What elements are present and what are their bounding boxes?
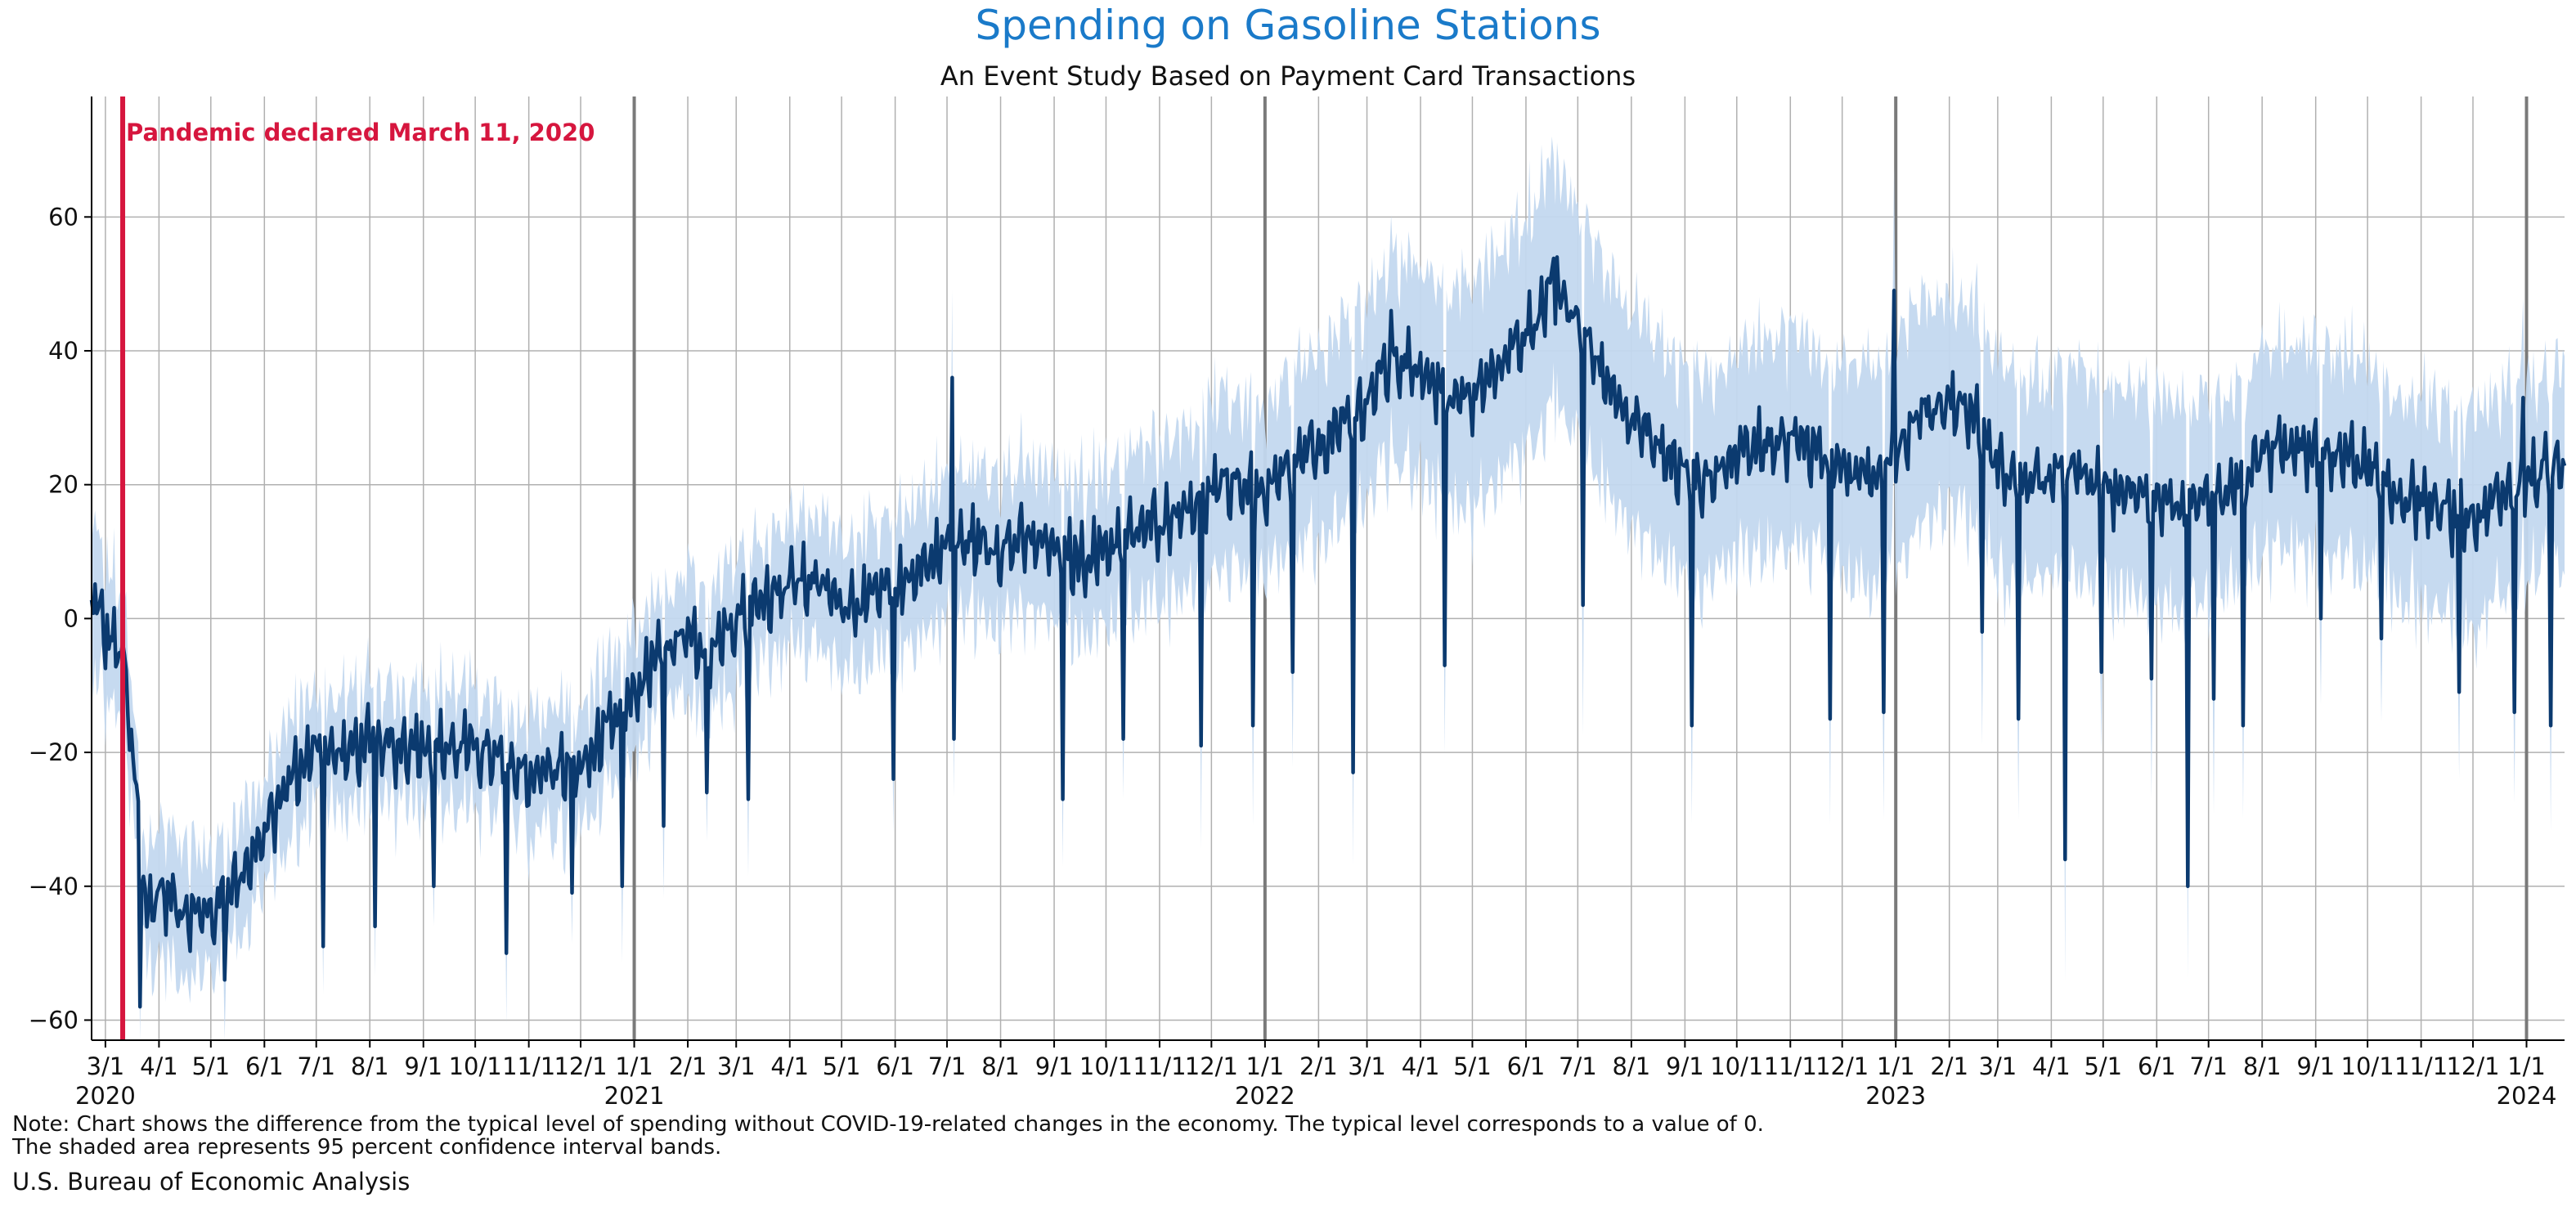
x-tick-label: 8/1 (981, 1052, 1020, 1080)
x-tick-label: 7/1 (1559, 1052, 1597, 1080)
x-tick-label: 10/1 (1710, 1052, 1763, 1080)
x-tick-label: 7/1 (2189, 1052, 2228, 1080)
x-tick-label: 10/1 (1079, 1052, 1133, 1080)
confidence-band-layer (92, 136, 2565, 1041)
x-tick-label: 11/1 (1133, 1052, 1186, 1080)
y-tick-label: −20 (29, 738, 79, 766)
x-tick-label: 4/1 (140, 1052, 178, 1080)
x-tick-label: 9/1 (1035, 1052, 1074, 1080)
x-tick-label: 5/1 (2084, 1052, 2122, 1080)
x-tick-label: 2/1 (1299, 1052, 1338, 1080)
spending-series-line (89, 255, 2567, 1009)
x-tick-label: 5/1 (1453, 1052, 1492, 1080)
x-tick-label: 7/1 (297, 1052, 335, 1080)
x-tick-label: 10/1 (449, 1052, 502, 1080)
x-tick-label: 3/1 (1979, 1052, 2017, 1080)
y-tick-label: −40 (29, 873, 79, 900)
year-label: 2021 (604, 1082, 665, 1110)
y-tick-label: 20 (48, 471, 79, 499)
y-tick-label: 0 (64, 604, 79, 632)
x-tick-label: 5/1 (823, 1052, 861, 1080)
source-label: U.S. Bureau of Economic Analysis (12, 1168, 411, 1196)
x-tick-label: 4/1 (770, 1052, 809, 1080)
chart-subtitle: An Event Study Based on Payment Card Tra… (940, 61, 1636, 92)
x-tick-label: 12/1 (1815, 1052, 1869, 1080)
x-tick-label: 3/1 (1348, 1052, 1386, 1080)
x-tick-label: 1/1 (615, 1052, 653, 1080)
x-tick-label: 6/1 (245, 1052, 284, 1080)
x-tick-label: 3/1 (87, 1052, 125, 1080)
x-tick-label: 8/1 (351, 1052, 389, 1080)
x-tick-label: 3/1 (717, 1052, 756, 1080)
x-tick-label: 11/1 (2394, 1052, 2448, 1080)
x-tick-label: 6/1 (2138, 1052, 2176, 1080)
x-tick-label: 12/1 (2446, 1052, 2499, 1080)
x-tick-label: 8/1 (2243, 1052, 2282, 1080)
y-tick-label: 60 (48, 203, 79, 231)
year-label: 2024 (2497, 1082, 2557, 1110)
x-tick-label: 2/1 (669, 1052, 707, 1080)
x-tick-label: 9/1 (1666, 1052, 1704, 1080)
y-tick-label: −60 (29, 1006, 79, 1034)
x-tick-label: 1/1 (1246, 1052, 1285, 1080)
confidence-band (92, 136, 2565, 1041)
chart-note: Note: Chart shows the difference from th… (12, 1112, 1764, 1137)
x-tick-label: 10/1 (2341, 1052, 2394, 1080)
x-tick-label: 12/1 (1185, 1052, 1238, 1080)
x-tick-label: 9/1 (404, 1052, 442, 1080)
x-tick-label: 11/1 (1764, 1052, 1817, 1080)
year-label: 2022 (1235, 1082, 1295, 1110)
chart-title: Spending on Gasoline Stations (975, 2, 1601, 49)
chart-note-confidence: The shaded area represents 95 percent co… (12, 1135, 722, 1160)
x-tick-label: 5/1 (191, 1052, 230, 1080)
x-tick-label: 6/1 (876, 1052, 914, 1080)
pandemic-event-label: Pandemic declared March 11, 2020 (126, 119, 595, 146)
x-tick-label: 12/1 (554, 1052, 607, 1080)
y-tick-label: 40 (48, 337, 79, 365)
x-tick-label: 4/1 (1402, 1052, 1440, 1080)
x-tick-label: 9/1 (2296, 1052, 2335, 1080)
spending-line-layer (89, 255, 2567, 1009)
x-tick-label: 1/1 (2507, 1052, 2546, 1080)
x-tick-label: 8/1 (1613, 1052, 1651, 1080)
event-marker-layer: Pandemic declared March 11, 2020 (120, 96, 595, 1040)
x-tick-label: 2/1 (1930, 1052, 1968, 1080)
x-tick-label: 11/1 (502, 1052, 555, 1080)
x-tick-label: 1/1 (1877, 1052, 1915, 1080)
x-tick-label: 6/1 (1507, 1052, 1546, 1080)
year-label: 2020 (75, 1082, 136, 1110)
x-tick-label: 7/1 (928, 1052, 967, 1080)
year-label: 2023 (1865, 1082, 1926, 1110)
x-tick-label: 4/1 (2032, 1052, 2071, 1080)
